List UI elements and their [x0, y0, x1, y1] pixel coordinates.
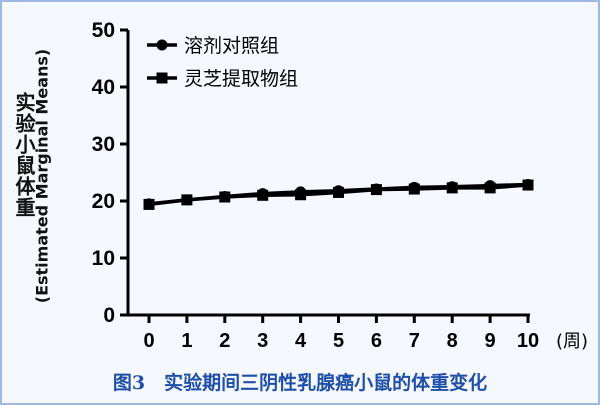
legend-marker-0	[156, 39, 168, 51]
x-tick-label-6: 6	[371, 330, 382, 352]
data-point-s1-5	[333, 186, 344, 198]
legend-label-1: 灵芝提取物组	[184, 68, 298, 90]
legend-label-0: 溶剂对照组	[184, 35, 279, 57]
x-tick-label-8: 8	[447, 330, 458, 352]
data-point-s1-8	[446, 182, 458, 194]
x-tick-label-4: 4	[295, 330, 307, 352]
data-point-s1-0	[143, 198, 155, 210]
data-point-s1-2	[219, 191, 231, 203]
x-tick-label-2: 2	[219, 330, 230, 352]
y-tick-label-50: 50	[92, 19, 115, 42]
x-tick-label-9: 9	[485, 330, 496, 352]
x-tick-label-1: 1	[181, 330, 192, 352]
figure-caption: 图3 实验期间三阴性乳腺癌小鼠的体重变化	[112, 372, 488, 394]
data-point-s1-4	[295, 189, 307, 201]
data-point-s1-9	[484, 182, 496, 194]
legend-marker-1	[156, 72, 168, 84]
x-tick-label-10: 10	[517, 330, 539, 352]
y-axis-label-chinese: 实验小鼠体重	[12, 92, 36, 218]
data-point-s1-7	[408, 183, 420, 195]
x-tick-label-7: 7	[409, 330, 420, 352]
y-tick-label-40: 40	[92, 76, 115, 99]
data-point-s1-10	[522, 179, 534, 191]
x-tick-label-5: 5	[333, 330, 344, 352]
data-point-s1-6	[370, 184, 382, 196]
x-unit-label: (周)	[556, 331, 588, 352]
data-point-s1-3	[257, 189, 269, 201]
x-tick-label-3: 3	[257, 330, 268, 352]
y-tick-label-30: 30	[92, 133, 115, 156]
data-point-s1-1	[181, 194, 193, 206]
y-tick-label-20: 20	[92, 190, 115, 213]
y-tick-label-10: 10	[92, 247, 115, 270]
x-tick-label-0: 0	[143, 330, 154, 352]
y-tick-label-0: 0	[103, 304, 115, 327]
